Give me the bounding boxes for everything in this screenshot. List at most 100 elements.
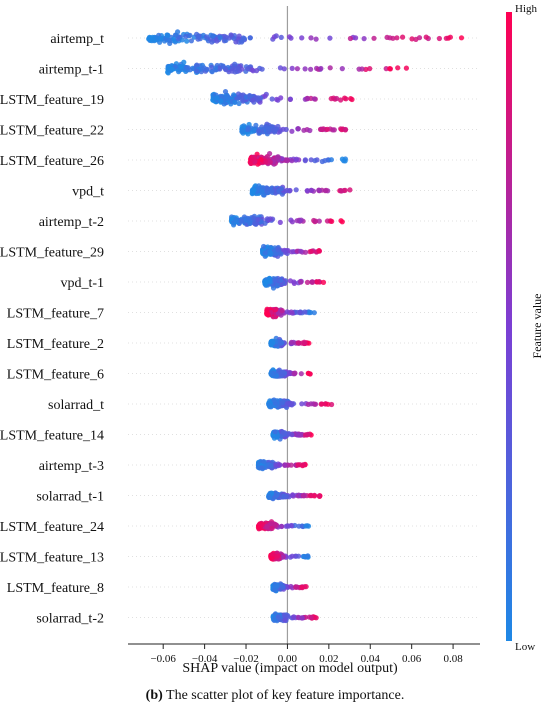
shap-point bbox=[169, 66, 175, 72]
shap-point bbox=[311, 310, 317, 316]
shap-point bbox=[254, 68, 260, 74]
colorbar-low-label: Low bbox=[515, 641, 535, 653]
shap-point bbox=[299, 340, 305, 346]
shap-point bbox=[278, 186, 284, 192]
shap-point bbox=[308, 187, 314, 193]
shap-point bbox=[267, 249, 273, 255]
shap-point bbox=[273, 462, 279, 468]
row-guides bbox=[128, 37, 480, 618]
shap-point bbox=[403, 65, 409, 71]
shap-point bbox=[178, 63, 184, 70]
feature-label: LSTM_feature_2 bbox=[7, 337, 104, 352]
shap-point bbox=[275, 614, 281, 620]
shap-point bbox=[371, 35, 377, 41]
shap-point bbox=[273, 33, 279, 39]
shap-point bbox=[363, 66, 369, 72]
shap-point bbox=[458, 35, 465, 41]
shap-point bbox=[316, 188, 323, 194]
feature-label: airtemp_t-3 bbox=[39, 459, 104, 474]
shap-point bbox=[280, 126, 286, 132]
shap-point bbox=[307, 127, 313, 134]
shap-point bbox=[256, 128, 262, 134]
shap-point bbox=[325, 401, 331, 407]
shap-point bbox=[289, 128, 295, 134]
shap-point bbox=[299, 584, 305, 590]
shap-point bbox=[275, 247, 281, 253]
shap-point bbox=[247, 93, 253, 99]
shap-point bbox=[313, 615, 319, 621]
shap-point bbox=[147, 36, 153, 43]
shap-point bbox=[284, 309, 290, 315]
shap-point bbox=[312, 158, 318, 164]
shap-point bbox=[305, 370, 311, 376]
x-tick-label: 0.02 bbox=[319, 653, 338, 665]
shap-point bbox=[279, 369, 286, 375]
shap-point bbox=[249, 97, 256, 103]
shap-point bbox=[194, 68, 200, 74]
shap-point bbox=[264, 310, 270, 316]
shap-point bbox=[261, 243, 267, 250]
shap-point bbox=[217, 35, 223, 41]
feature-label: solarrad_t-2 bbox=[36, 612, 104, 627]
shap-point bbox=[264, 216, 270, 222]
x-tick-label: 0.04 bbox=[361, 653, 381, 665]
shap-point bbox=[288, 309, 294, 315]
x-tick-label: −0.06 bbox=[150, 653, 176, 665]
shap-point bbox=[299, 615, 305, 621]
shap-point bbox=[282, 462, 288, 468]
shap-point bbox=[263, 279, 269, 285]
shap-point bbox=[313, 218, 319, 224]
shap-point bbox=[255, 525, 262, 531]
shap-point bbox=[247, 35, 253, 41]
shap-point bbox=[296, 432, 302, 438]
shap-point bbox=[225, 95, 231, 101]
shap-point bbox=[250, 187, 256, 193]
shap-point bbox=[271, 521, 277, 527]
shap-point bbox=[293, 187, 299, 193]
shap-point bbox=[288, 462, 294, 468]
shap-point bbox=[272, 587, 278, 593]
shap-point bbox=[305, 553, 311, 559]
shap-point bbox=[291, 370, 297, 376]
shap-point bbox=[184, 38, 190, 44]
shap-point bbox=[165, 69, 171, 75]
shap-point bbox=[319, 401, 325, 407]
shap-point bbox=[187, 32, 193, 38]
shap-point bbox=[338, 188, 344, 194]
shap-point bbox=[295, 126, 301, 132]
shap-point bbox=[223, 34, 229, 40]
shap-point bbox=[409, 36, 415, 42]
shap-point bbox=[256, 183, 262, 189]
shap-point bbox=[253, 122, 259, 128]
feature-label: LSTM_feature_19 bbox=[0, 93, 104, 108]
shap-point bbox=[175, 29, 181, 35]
shap-point bbox=[308, 66, 314, 72]
shap-point bbox=[302, 66, 308, 72]
shap-point bbox=[269, 96, 275, 102]
shap-point bbox=[387, 66, 393, 72]
shap-point bbox=[304, 279, 311, 285]
shap-point bbox=[297, 309, 303, 315]
shap-point bbox=[265, 126, 271, 132]
shap-point bbox=[308, 309, 314, 316]
shap-point bbox=[267, 279, 273, 285]
colorbar bbox=[506, 12, 512, 641]
shap-point bbox=[342, 187, 348, 193]
shap-point bbox=[262, 93, 268, 99]
shap-point bbox=[236, 100, 242, 107]
shap-point bbox=[288, 339, 295, 345]
shap-point bbox=[235, 91, 242, 97]
shap-point bbox=[287, 278, 293, 284]
shap-point bbox=[302, 158, 308, 164]
shap-point bbox=[390, 35, 396, 41]
shap-point bbox=[221, 101, 227, 107]
shap-point bbox=[280, 430, 286, 436]
shap-point bbox=[306, 614, 312, 620]
shap-point bbox=[284, 187, 290, 193]
shap-point bbox=[288, 583, 294, 590]
shap-point bbox=[278, 34, 284, 41]
shap-point bbox=[316, 248, 322, 254]
shap-point bbox=[294, 66, 300, 72]
shap-point bbox=[278, 95, 284, 101]
